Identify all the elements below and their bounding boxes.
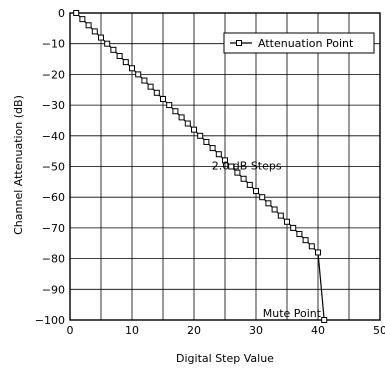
data-point	[302, 237, 309, 244]
x-tick-label: 10	[125, 324, 139, 337]
data-point	[79, 16, 86, 23]
annotations: 2.0 dB Steps Mute Point	[212, 160, 322, 320]
y-tick-label: −40	[42, 130, 65, 143]
data-point	[215, 151, 222, 158]
x-axis-label: Digital Step Value	[176, 352, 274, 365]
data-point	[166, 102, 173, 109]
data-point	[135, 71, 142, 78]
data-point	[308, 243, 315, 250]
data-point	[122, 59, 129, 66]
data-point	[129, 65, 135, 72]
y-tick-labels: 0 −10 −20 −30 −40 −50 −60 −70 −80 −90 −100	[35, 7, 65, 327]
annotation-label: Mute Point	[263, 307, 322, 320]
legend-entry: Attenuation Point	[258, 37, 354, 50]
data-point	[98, 34, 104, 41]
data-point	[240, 175, 247, 182]
data-point	[110, 46, 117, 53]
plot-border	[69, 12, 381, 321]
data-point	[160, 95, 166, 102]
y-tick-label: −90	[42, 283, 65, 296]
data-point	[277, 212, 284, 219]
x-tick-label: 50	[373, 324, 385, 337]
data-point	[228, 163, 235, 170]
y-tick-label: −80	[42, 253, 65, 266]
data-point	[222, 157, 228, 164]
data-point	[296, 231, 303, 238]
data-point	[197, 132, 204, 139]
y-tick-label: −50	[42, 161, 65, 174]
data-point	[184, 120, 191, 127]
data-point	[191, 126, 197, 133]
x-tick-label: 40	[311, 324, 325, 337]
plot-frame	[69, 12, 381, 321]
data-point	[141, 77, 148, 84]
legend-box	[223, 32, 375, 54]
data-point	[234, 169, 241, 176]
legend-marker	[236, 40, 242, 46]
data-point	[315, 249, 321, 256]
data-point	[259, 194, 266, 201]
y-tick-label: −20	[42, 68, 65, 81]
data-point	[321, 317, 328, 323]
legend: Attenuation Point	[223, 32, 375, 54]
data-point	[147, 83, 154, 90]
data-point	[271, 206, 278, 213]
y-tick-label: −100	[35, 314, 65, 327]
data-point	[73, 10, 80, 16]
data-point	[85, 22, 92, 29]
data-point	[290, 224, 297, 231]
y-tick-label: −60	[42, 191, 65, 204]
x-tick-label: 30	[249, 324, 263, 337]
data-point	[172, 108, 179, 115]
data-point	[153, 89, 160, 96]
y-tick-label: 0	[58, 7, 65, 20]
data-point	[265, 200, 272, 207]
x-tick-label: 0	[67, 324, 74, 337]
data-point	[178, 114, 185, 121]
series-attenuation-point	[73, 10, 328, 323]
data-point	[116, 52, 123, 59]
data-point	[203, 138, 210, 145]
y-axis-label: Channel Attenuation (dB)	[12, 95, 25, 235]
data-point	[284, 218, 290, 225]
x-tick-labels: 0 10 20 30 40 50	[67, 324, 385, 337]
data-point	[246, 181, 253, 188]
y-tick-label: −30	[42, 99, 65, 112]
y-tick-label: −70	[42, 222, 65, 235]
annotation-label: 2.0 dB Steps	[212, 160, 282, 173]
data-point	[104, 40, 111, 47]
data-point	[91, 28, 98, 35]
data-point	[209, 145, 216, 152]
data-point	[253, 188, 259, 195]
y-tick-label: −10	[42, 38, 65, 51]
x-tick-label: 20	[187, 324, 201, 337]
